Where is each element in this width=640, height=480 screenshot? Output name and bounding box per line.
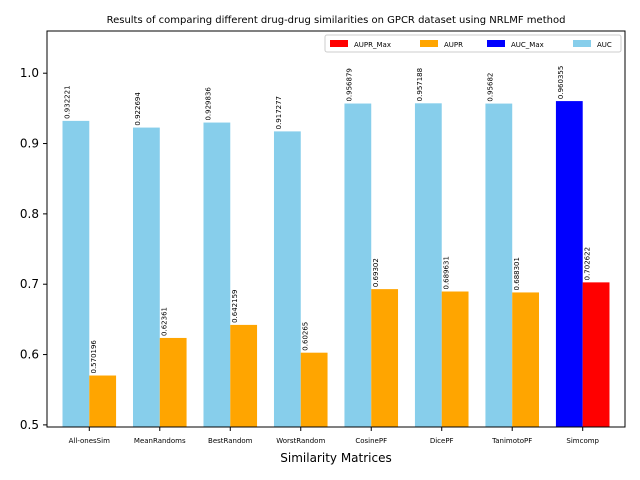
legend-swatch xyxy=(330,40,348,47)
bar-aupr-0 xyxy=(89,375,117,427)
data-label-aupr-5: 0.689631 xyxy=(443,256,451,289)
data-label-auc-6: 0.95682 xyxy=(486,73,494,102)
legend-swatch xyxy=(420,40,438,47)
x-tick-label: TanimotoPF xyxy=(491,437,532,445)
data-label-aupr-4: 0.69302 xyxy=(372,258,380,287)
bar-auc-1 xyxy=(132,127,160,427)
legend: AUPR_Max AUPR AUC_Max AUC xyxy=(324,34,622,53)
legend-swatch xyxy=(487,40,505,47)
data-label-aupr-2: 0.642159 xyxy=(231,289,239,322)
x-tick-label: Simcomp xyxy=(566,437,599,445)
y-tick-label: 0.6 xyxy=(20,348,39,362)
bar-aupr-4 xyxy=(371,289,399,427)
data-label-auc-3: 0.917277 xyxy=(275,96,283,129)
y-tick-label: 0.8 xyxy=(20,207,39,221)
bar-aupr-3 xyxy=(300,352,328,427)
x-tick-label: CosinePF xyxy=(355,437,387,445)
chart-title: Results of comparing different drug-drug… xyxy=(107,15,566,26)
legend-label: AUPR_Max xyxy=(354,41,391,49)
bar-auc-5 xyxy=(414,103,442,427)
x-tick-label: All-onesSim xyxy=(69,437,110,445)
data-label-auc-4: 0.956879 xyxy=(345,68,353,101)
bar-aupr-2 xyxy=(230,324,258,427)
bar-aupr-1 xyxy=(159,337,187,427)
x-axis-label: Similarity Matrices xyxy=(280,451,391,465)
x-tick-label: WorstRandom xyxy=(276,437,325,445)
legend-label: AUPR xyxy=(444,41,463,49)
bar-aupr-5 xyxy=(441,291,469,427)
y-axis: 0.5 0.6 0.7 0.8 0.9 1.0 xyxy=(20,66,47,432)
bar-aupr-7 xyxy=(582,282,610,427)
y-tick-label: 1.0 xyxy=(20,66,39,80)
data-label-auc-2: 0.929836 xyxy=(204,87,212,121)
y-tick-label: 0.5 xyxy=(20,418,39,432)
legend-label: AUC xyxy=(597,41,612,49)
bar-aupr-6 xyxy=(512,292,540,427)
legend-box xyxy=(324,34,622,53)
plot-area: 0.932221 0.570196 0.922694 0.62361 0.929836 0… xyxy=(62,66,610,428)
bar-auc-4 xyxy=(344,103,372,427)
data-label-aupr-7: 0.702622 xyxy=(584,247,592,280)
bar-auc-2 xyxy=(203,122,231,427)
x-tick-label: DicePF xyxy=(430,437,454,445)
legend-swatch xyxy=(573,40,591,47)
x-axis: All-onesSim MeanRandoms BestRandom WorstRan… xyxy=(69,427,600,445)
bar-auc-3 xyxy=(273,131,301,427)
data-label-aupr-0: 0.570196 xyxy=(90,340,98,374)
bar-auc-6 xyxy=(485,103,513,427)
legend-label: AUC_Max xyxy=(511,41,544,49)
data-label-aupr-6: 0.688301 xyxy=(513,257,521,290)
data-label-aupr-3: 0.60265 xyxy=(302,322,310,351)
data-label-auc-1: 0.922694 xyxy=(134,92,142,126)
data-label-aupr-1: 0.62361 xyxy=(161,307,169,336)
y-tick-label: 0.7 xyxy=(20,277,39,291)
x-tick-label: MeanRandoms xyxy=(134,437,186,445)
axes-frame xyxy=(46,30,626,428)
data-label-auc-7: 0.960355 xyxy=(557,66,565,99)
data-label-auc-0: 0.932221 xyxy=(63,85,71,118)
bar-auc-0 xyxy=(62,120,90,427)
y-tick-label: 0.9 xyxy=(20,137,39,151)
bar-auc-7 xyxy=(555,101,583,428)
data-label-auc-5: 0.957188 xyxy=(416,68,424,101)
x-tick-label: BestRandom xyxy=(208,437,253,445)
